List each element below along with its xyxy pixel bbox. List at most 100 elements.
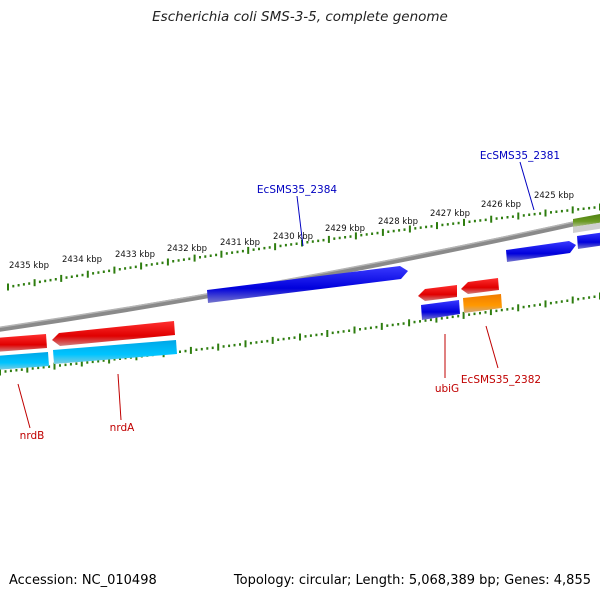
feature-olive[interactable] — [573, 213, 600, 227]
outer-ring-major-tick — [301, 239, 303, 247]
inner-ring-minor-tick — [91, 360, 94, 364]
inner-ring-minor-tick — [582, 297, 585, 300]
outer-ring-minor-tick — [92, 272, 95, 275]
outer-ring-minor-tick — [317, 239, 320, 243]
outer-ring-minor-tick — [182, 258, 185, 261]
inner-ring-minor-tick — [533, 304, 536, 307]
inner-ring-minor-tick — [211, 346, 214, 350]
tick-label: 2435 kbp — [9, 261, 49, 271]
outer-ring-minor-tick — [38, 280, 41, 284]
outer-ring-minor-tick — [97, 271, 100, 274]
inner-ring-minor-tick — [260, 340, 263, 343]
gene-forward-small[interactable] — [421, 300, 460, 320]
outer-ring-minor-tick — [506, 216, 509, 219]
label-nrdB[interactable]: nrdB — [20, 430, 45, 442]
gene-ubiG[interactable] — [418, 285, 457, 301]
tick-label: 2434 kbp — [62, 255, 102, 265]
inner-ring-major-tick — [544, 300, 547, 308]
inner-ring-minor-tick — [500, 308, 503, 312]
gene-reverse-small[interactable] — [461, 278, 499, 294]
outer-ring-minor-tick — [268, 246, 271, 249]
inner-ring-minor-tick — [337, 330, 340, 334]
inner-ring-minor-tick — [484, 311, 487, 314]
inner-ring-major-tick — [299, 333, 301, 341]
inner-ring-minor-tick — [239, 343, 241, 346]
gene-nrdA[interactable] — [52, 321, 175, 346]
inner-ring-major-tick — [489, 308, 492, 316]
label-EcSMS35_2384[interactable]: EcSMS35_2384 — [257, 184, 337, 196]
outer-ring-major-tick — [408, 225, 411, 233]
outer-ring-minor-tick — [588, 206, 591, 210]
gene-EcSMS35_2382[interactable] — [463, 294, 502, 313]
inner-ring-minor-tick — [495, 309, 498, 313]
inner-ring-minor-tick — [479, 311, 481, 315]
genome-summary-text: Topology: circular; Length: 5,068,389 bp… — [233, 573, 591, 588]
outer-ring-minor-tick — [322, 238, 325, 242]
outer-ring-minor-tick — [225, 252, 228, 255]
label-EcSMS35_2381[interactable]: EcSMS35_2381 — [480, 150, 560, 162]
outer-ring-major-tick — [7, 283, 9, 291]
feature-olive-grey — [573, 222, 600, 233]
gene-forward-right[interactable] — [506, 241, 576, 262]
inner-ring-minor-tick — [266, 339, 269, 343]
inner-ring-minor-tick — [195, 348, 198, 351]
outer-ring-minor-tick — [129, 266, 132, 269]
inner-ring-minor-tick — [69, 363, 72, 366]
outer-ring-minor-tick — [360, 233, 363, 237]
outer-ring-minor-tick — [28, 282, 31, 285]
inner-ring-minor-tick — [102, 359, 105, 362]
outer-ring-minor-tick — [145, 264, 148, 267]
inner-ring-minor-tick — [179, 350, 181, 353]
outer-ring-minor-tick — [365, 233, 368, 236]
outer-ring-major-tick — [274, 243, 277, 251]
inner-ring-minor-tick — [364, 327, 367, 330]
outer-ring-minor-tick — [452, 222, 455, 225]
outer-ring-minor-tick — [258, 247, 260, 251]
outer-ring-minor-tick — [484, 218, 487, 222]
outer-ring-minor-tick — [199, 256, 201, 259]
inner-ring-minor-tick — [4, 370, 7, 373]
outer-ring-minor-tick — [279, 244, 282, 248]
outer-ring-minor-tick — [528, 213, 531, 216]
outer-ring-minor-tick — [468, 220, 471, 223]
map-title: Escherichia coli SMS-3-5, complete genom… — [152, 9, 448, 25]
inner-ring-minor-tick — [31, 367, 34, 370]
outer-ring-minor-tick — [495, 217, 498, 220]
inner-ring-minor-tick — [206, 347, 209, 350]
inner-ring-minor-tick — [588, 296, 591, 299]
leader-nrdB — [17, 383, 31, 429]
inner-ring-minor-tick — [97, 360, 100, 363]
outer-ring-minor-tick — [209, 254, 212, 257]
inner-ring-major-tick — [435, 315, 438, 323]
gene-EcSMS35_2384[interactable] — [207, 266, 408, 303]
tick-label: 2432 kbp — [167, 244, 207, 254]
inner-ring-major-tick — [462, 311, 465, 319]
outer-ring-major-tick — [247, 246, 250, 254]
outer-ring-major-tick — [166, 258, 169, 266]
cds-nrdA[interactable] — [53, 340, 177, 364]
outer-ring-minor-tick — [403, 228, 406, 231]
inner-ring-major-tick — [326, 330, 329, 337]
outer-ring-minor-tick — [134, 265, 137, 269]
outer-ring-major-tick — [113, 266, 116, 274]
inner-ring-major-tick — [353, 326, 356, 334]
outer-ring-minor-tick — [501, 216, 503, 220]
inner-ring-major-tick — [244, 340, 247, 348]
outer-ring-minor-tick — [577, 208, 580, 211]
outer-ring-major-tick — [544, 209, 547, 217]
outer-ring-minor-tick — [425, 225, 428, 229]
outer-tick-ring — [7, 203, 600, 291]
cds-nrdB[interactable] — [0, 352, 49, 370]
outer-ring-major-tick — [60, 274, 63, 282]
gene-forward-edge[interactable] — [577, 232, 600, 249]
leader-nrdA — [117, 373, 122, 421]
label-EcSMS35_2382[interactable]: EcSMS35_2382 — [461, 374, 541, 386]
gene-nrdB[interactable] — [0, 334, 47, 352]
tick-label: 2425 kbp — [534, 191, 574, 201]
label-ubiG[interactable]: ubiG — [435, 383, 459, 395]
outer-ring-major-tick — [571, 206, 574, 214]
outer-ring-major-tick — [33, 279, 36, 287]
label-nrdA[interactable]: nrdA — [110, 422, 135, 434]
outer-ring-minor-tick — [22, 283, 25, 286]
